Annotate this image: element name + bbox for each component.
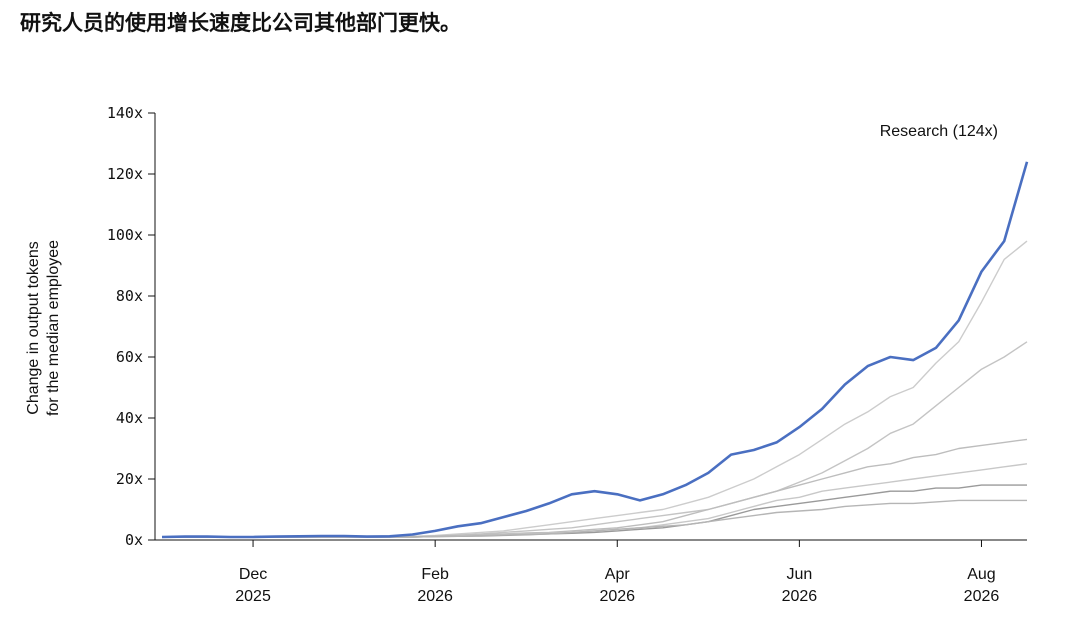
line — [162, 240, 1028, 538]
series-label: Research (124x) — [880, 123, 998, 140]
x-tick-year: 2026 — [599, 588, 635, 605]
y-tick-label: 120x — [107, 165, 143, 183]
y-tick-label: 80x — [116, 287, 143, 305]
y-tick-label: 60x — [116, 348, 143, 366]
x-tick-label: Feb — [421, 566, 449, 583]
x-tick-label: Aug — [967, 566, 995, 583]
x-tick-label: Dec — [239, 566, 267, 583]
line — [162, 463, 1028, 538]
y-axis-title-line: Change in output tokens — [25, 241, 42, 414]
x-tick-year: 2026 — [417, 588, 453, 605]
y-tick-label: 100x — [107, 226, 143, 244]
line — [162, 438, 1028, 538]
x-tick-label: Apr — [605, 566, 631, 583]
line — [162, 341, 1028, 538]
highlight-line — [161, 161, 1029, 539]
y-axis-title-line: for the median employee — [45, 240, 62, 416]
y-tick-label: 20x — [116, 470, 143, 488]
x-tick-label: Jun — [786, 566, 812, 583]
x-tick-year: 2025 — [235, 588, 271, 605]
y-tick-label: 40x — [116, 409, 143, 427]
y-tick-label: 0x — [125, 531, 143, 549]
y-tick-label: 140x — [107, 104, 143, 122]
chart-title: 研究人员的使用增长速度比公司其他部门更快。 — [20, 11, 461, 35]
x-tick-year: 2026 — [964, 588, 1000, 605]
x-tick-year: 2026 — [782, 588, 818, 605]
y-axis-title: Change in output tokens for the median e… — [25, 240, 62, 416]
